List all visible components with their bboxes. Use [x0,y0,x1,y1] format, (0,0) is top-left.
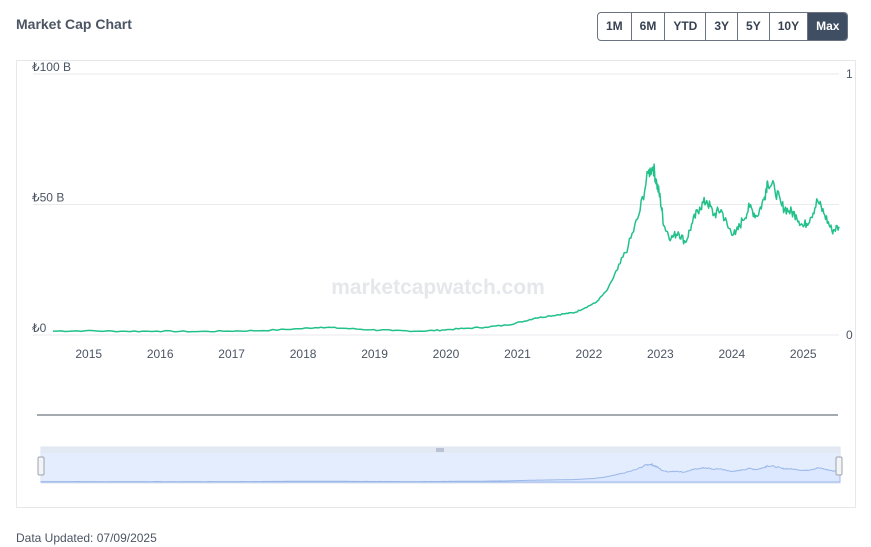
y-tick-label: ₺50 B [32,191,64,205]
range-button-5y[interactable]: 5Y [738,13,770,40]
secondary-y-tick-label: 1 [846,67,853,81]
range-navigator[interactable] [37,446,843,484]
navigator-right-handle[interactable] [835,456,843,476]
market-cap-line [53,163,840,333]
x-tick-label: 2015 [75,347,102,361]
secondary-y-tick-label: 0 [846,328,853,342]
y-tick-label: ₺100 B [32,61,71,74]
navigator-left-handle[interactable] [37,456,45,476]
x-axis: 2015 2016 2017 2018 2019 2020 2021 2022 2023 2024… [75,347,817,361]
range-button-ytd[interactable]: YTD [665,13,707,40]
data-updated-label: Data Updated: 07/09/2025 [16,531,157,545]
x-tick-label: 2017 [218,347,245,361]
range-button-max[interactable]: Max [808,13,848,40]
page-title: Market Cap Chart [16,16,132,32]
x-tick-label: 2018 [290,347,317,361]
navigator-area [40,462,841,483]
y-axis: ₺100 B ₺50 B ₺0 [32,61,71,335]
secondary-y-axis: 10 [846,67,853,342]
x-tick-label: 2020 [433,347,460,361]
x-tick-label: 2016 [147,347,174,361]
range-button-6m[interactable]: 6M [632,13,666,40]
y-tick-label: ₺0 [32,321,47,335]
range-button-3y[interactable]: 3Y [706,13,739,40]
navigator-grip[interactable] [436,448,444,452]
x-tick-label: 2021 [504,347,531,361]
range-button-1m[interactable]: 1M [598,13,632,40]
x-tick-label: 2024 [718,347,745,361]
range-selector: 1M 6M YTD 3Y 5Y 10Y Max [597,12,849,41]
range-button-10y[interactable]: 10Y [770,13,809,40]
x-tick-label: 2019 [361,347,388,361]
market-cap-chart: marketcapwatch.com ₺100 B₺50 B₺0 10 2015… [32,61,853,484]
watermark: marketcapwatch.com [331,276,545,299]
x-tick-label: 2022 [576,347,603,361]
x-tick-label: 2023 [647,347,674,361]
x-tick-label: 2025 [790,347,817,361]
